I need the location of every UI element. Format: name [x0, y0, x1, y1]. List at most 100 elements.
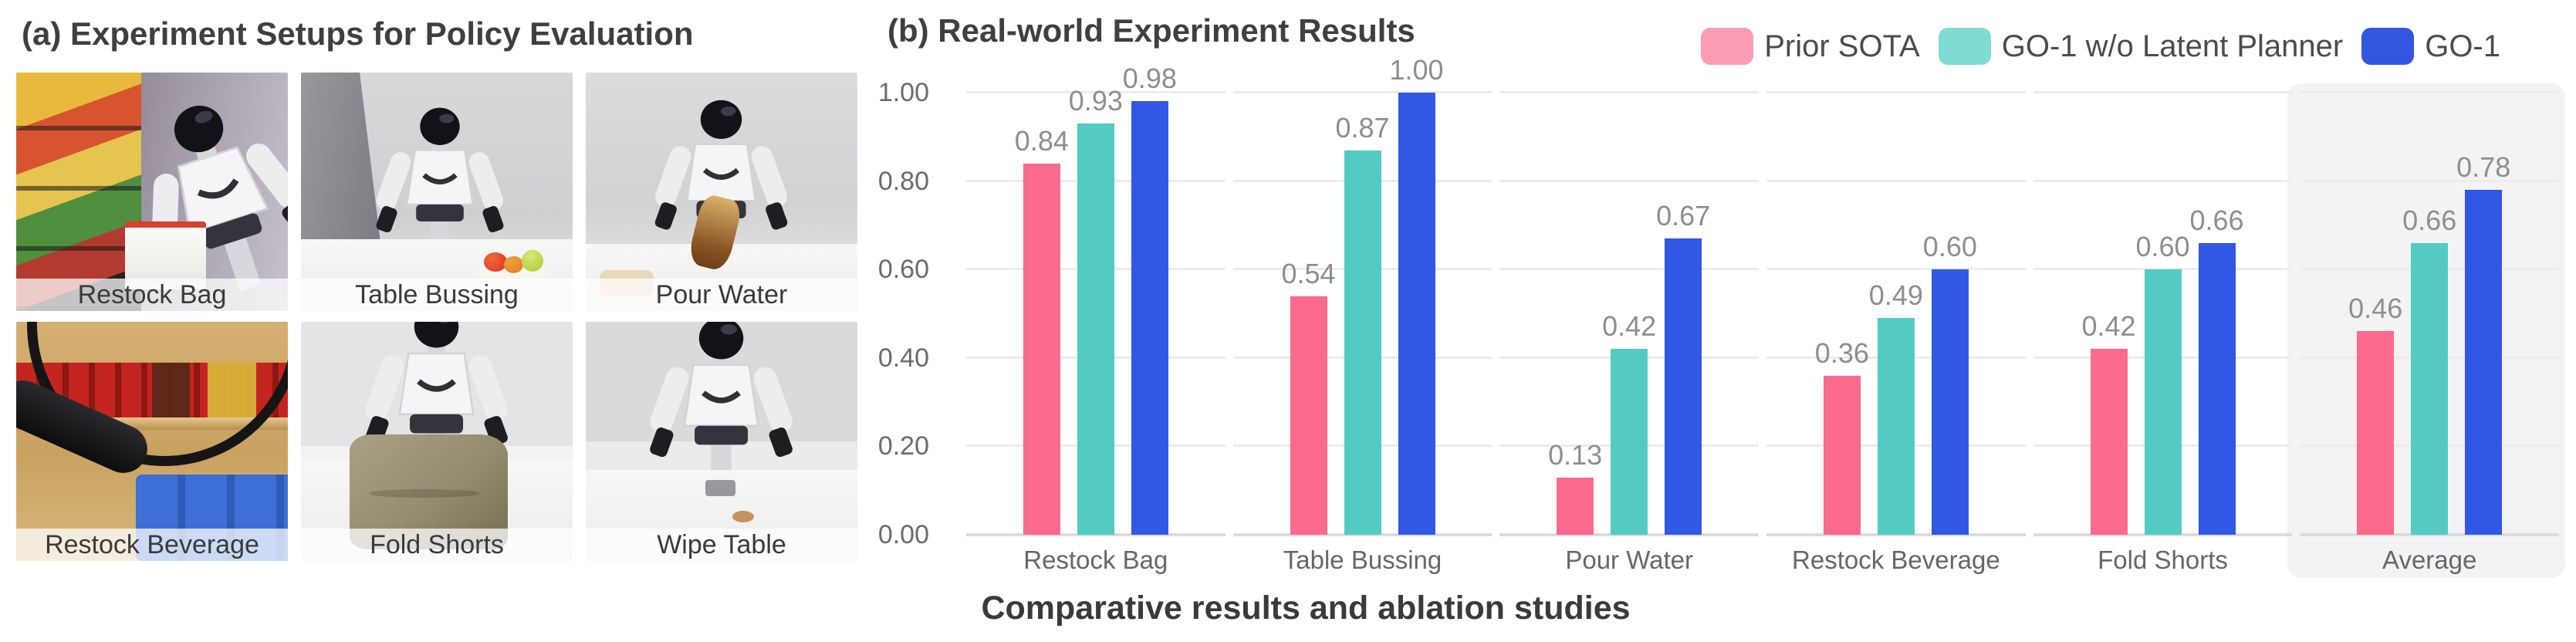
category-label: Table Bussing	[1283, 546, 1442, 574]
bar-value-label: 0.54	[1281, 257, 1336, 289]
bar-value-label: 0.78	[2456, 151, 2511, 184]
bar-value-label: 0.84	[1014, 124, 1069, 157]
gridline	[1499, 268, 1760, 271]
experiment-photo-grid: Restock Bag Table Bussing	[16, 73, 857, 561]
gridline	[2033, 91, 2293, 93]
chart-facet-table-bussing: 0.54 0.87 1.00 Table Bussing	[1232, 54, 1493, 574]
bar-go-1-w-o-latent-planner: 0.49	[1869, 279, 1923, 535]
gridline	[1499, 179, 1760, 182]
fruit-graphic	[484, 252, 507, 272]
bar-value-label: 0.93	[1068, 85, 1123, 117]
bar-go-1: 0.78	[2456, 151, 2510, 535]
bar-go-1: 0.66	[2189, 204, 2244, 535]
bar-value-label: 0.36	[1814, 336, 1869, 369]
chart-legend: Prior SOTA GO-1 w/o Latent Planner GO-1	[1701, 28, 2500, 65]
bar-value-label: 0.42	[2081, 310, 2136, 343]
category-label: Restock Bag	[1023, 546, 1168, 574]
bar-value-label: 0.98	[1122, 63, 1177, 95]
bar-go-1: 0.67	[1656, 200, 1710, 535]
bar-go-1-w-o-latent-planner: 0.87	[1335, 112, 1390, 535]
bar-value-label: 0.13	[1548, 438, 1603, 471]
y-tick-label: 0.40	[877, 343, 929, 373]
x-axis-line	[966, 533, 1225, 536]
robot-figure	[360, 322, 512, 485]
photo-label: Restock Beverage	[16, 529, 288, 561]
x-axis-line	[1499, 533, 1760, 536]
legend-swatch-icon	[2361, 28, 2415, 65]
bar-go-1: 1.00	[1389, 54, 1444, 535]
figure-caption: Comparative results and ablation studies	[981, 590, 1631, 627]
panel-b-title: (b) Real-world Experiment Results	[887, 12, 1415, 49]
x-axis-line	[1766, 533, 2026, 536]
gridline	[2033, 268, 2293, 271]
cart-box-graphic	[124, 221, 207, 290]
bar-group: 0.36 0.49 0.60	[1766, 93, 2026, 535]
category-label: Average	[2382, 546, 2477, 574]
photo-label: Fold Shorts	[301, 529, 573, 561]
chart-facet-restock-bag: 0.84 0.93 0.98 Restock Bag	[966, 63, 1225, 574]
bar-value-label: 0.60	[2135, 231, 2190, 263]
photo-label: Wipe Table	[586, 529, 857, 561]
photo-fold-shorts: Fold Shorts	[301, 322, 573, 561]
bar-group: 0.84 0.93 0.98	[966, 63, 1225, 535]
panel-a-title: (a) Experiment Setups for Policy Evaluat…	[22, 15, 694, 52]
bar-group: 0.13 0.42 0.67	[1499, 93, 1759, 535]
legend-label: Prior SOTA	[1764, 29, 1920, 63]
photo-label: Restock Bag	[16, 279, 288, 311]
legend-item: Prior SOTA	[1701, 28, 1920, 65]
bar-prior-sota: 0.42	[2081, 310, 2136, 535]
bar-group: 0.46 0.66 0.78	[2300, 93, 2559, 535]
photo-restock-bag: Restock Bag	[16, 73, 288, 311]
legend-label: GO-1	[2425, 29, 2500, 63]
robot-icon	[151, 105, 288, 292]
bar-go-1: 0.98	[1123, 63, 1177, 535]
bar-prior-sota: 0.13	[1548, 439, 1602, 535]
y-tick-label: 0.20	[877, 431, 929, 461]
bar-group: 0.54 0.87 1.00	[1233, 54, 1493, 535]
category-label: Restock Beverage	[1792, 546, 2000, 574]
fruit-graphic	[522, 250, 543, 272]
bar-prior-sota: 0.36	[1815, 337, 1869, 535]
photo-label: Table Bussing	[301, 279, 573, 311]
fruit-graphic	[503, 255, 524, 274]
bar-prior-sota: 0.54	[1281, 258, 1336, 535]
wall-graphic	[301, 73, 383, 259]
bar-value-label: 0.66	[2402, 204, 2457, 236]
robot-figure	[645, 322, 797, 494]
bar-chart: 0.84 0.93 0.98 Restock Bag 0.54 0.87 1.00 Table…	[966, 54, 2565, 578]
gridline	[1499, 91, 1760, 93]
x-axis-line	[2033, 533, 2293, 536]
bar-value-label: 0.42	[1602, 310, 1657, 343]
chart-facet-average: 0.46 0.66 0.78 Average	[2287, 83, 2565, 578]
snack-shelf-graphic	[16, 73, 141, 311]
legend-item: GO-1	[2361, 28, 2500, 65]
bar-value-label: 0.46	[2348, 292, 2403, 325]
legend-item: GO-1 w/o Latent Planner	[1938, 28, 2343, 65]
chart-facet-pour-water: 0.13 0.42 0.67 Pour Water	[1499, 91, 1760, 574]
photo-restock-beverage: Restock Beverage	[16, 322, 288, 561]
photo-wipe-table: Wipe Table	[586, 322, 857, 561]
robot-figure	[372, 84, 508, 279]
x-axis-line	[1232, 533, 1493, 536]
gridline	[1766, 179, 2026, 182]
robot-icon	[650, 322, 793, 490]
photo-pour-water: Pour Water	[586, 73, 857, 311]
bar-value-label: 1.00	[1389, 54, 1444, 86]
bar-go-1-w-o-latent-planner: 0.93	[1069, 85, 1123, 535]
robot-icon	[365, 322, 509, 478]
robot-icon	[376, 108, 503, 262]
gridline	[1766, 268, 2026, 271]
spill-graphic	[732, 510, 755, 523]
sponge-graphic	[705, 479, 735, 497]
bar-value-label: 0.67	[1656, 200, 1711, 232]
gridline	[1232, 91, 1493, 93]
robot-figure	[108, 73, 288, 311]
bar-go-1-w-o-latent-planner: 0.42	[1602, 310, 1656, 535]
chart-facet-fold-shorts: 0.42 0.60 0.66 Fold Shorts	[2033, 91, 2293, 574]
bar-go-1: 0.60	[1923, 231, 1977, 535]
y-tick-label: 0.00	[877, 520, 929, 549]
gridline	[966, 91, 1225, 93]
bar-prior-sota: 0.84	[1015, 125, 1069, 535]
legend-swatch-icon	[1938, 28, 1991, 65]
